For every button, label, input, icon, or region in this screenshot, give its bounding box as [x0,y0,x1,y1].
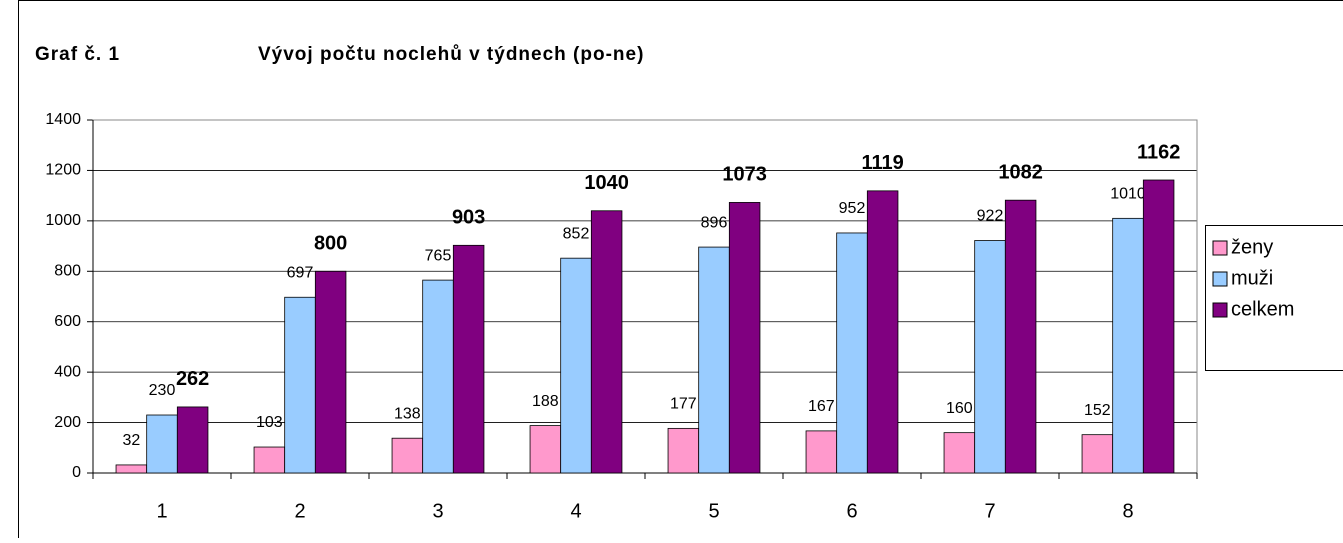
y-tick-label: 0 [72,464,81,481]
data-label: 32 [122,432,140,449]
data-label: 152 [1084,402,1111,419]
x-tick-label: 5 [708,500,719,522]
bar [254,447,285,473]
legend-label: celkem [1231,298,1294,320]
data-label: 1119 [861,152,903,174]
bar [668,428,699,473]
bar [699,247,730,473]
bar [975,241,1006,473]
bar [867,191,898,473]
bar [729,202,760,473]
data-label: 852 [563,225,590,242]
legend-label: ženy [1231,236,1273,258]
bar [285,297,316,473]
bar [147,415,178,473]
x-tick-label: 3 [432,500,443,522]
bar [591,211,622,473]
data-label: 697 [287,264,314,281]
bar [1005,200,1036,473]
bar [1113,218,1144,473]
figure-label: Graf č. 1 [35,44,120,65]
bar [392,438,423,473]
data-label: 188 [532,393,559,410]
x-tick-label: 4 [570,500,581,522]
data-label: 1010 [1110,186,1146,203]
y-tick-label: 200 [54,414,81,431]
data-label: 922 [977,208,1004,225]
chart-title: Vývoj počtu noclehů v týdnech (po-ne) [258,44,644,65]
data-label: 138 [394,405,421,422]
bar [1143,180,1174,473]
y-tick-label: 1000 [45,212,81,229]
bar [944,433,975,473]
bar [453,245,484,473]
data-label: 230 [149,382,176,399]
y-tick-label: 1200 [45,162,81,179]
legend-swatch [1213,303,1227,317]
legend-label: muži [1231,267,1273,289]
data-label: 1073 [722,164,767,186]
data-label: 896 [701,214,728,231]
bar [1082,435,1113,473]
bar [177,407,208,473]
legend-swatch [1213,272,1227,286]
data-label: 167 [808,398,835,415]
data-label: 903 [452,207,485,229]
bar [530,426,561,473]
data-label: 103 [256,414,283,431]
y-tick-label: 600 [54,313,81,330]
data-label: 160 [946,400,973,417]
x-tick-label: 7 [984,500,995,522]
data-label: 177 [670,396,697,413]
x-tick-label: 2 [294,500,305,522]
data-label: 1082 [998,161,1043,183]
y-tick-label: 400 [54,363,81,380]
data-label: 1040 [584,172,629,194]
y-tick-label: 1400 [45,111,81,128]
bar [806,431,837,473]
data-label: 1162 [1137,141,1180,163]
data-label: 800 [314,233,347,255]
x-tick-label: 1 [156,500,167,522]
x-tick-label: 6 [846,500,857,522]
data-label: 952 [839,200,866,217]
bar [561,258,592,473]
legend-swatch [1213,241,1227,255]
bar [837,233,868,473]
x-tick-label: 8 [1122,500,1133,522]
bar [315,271,346,473]
bar [423,280,454,473]
bar [116,465,147,473]
y-tick-label: 800 [54,263,81,280]
data-label: 765 [425,247,452,264]
data-label: 262 [176,368,209,390]
